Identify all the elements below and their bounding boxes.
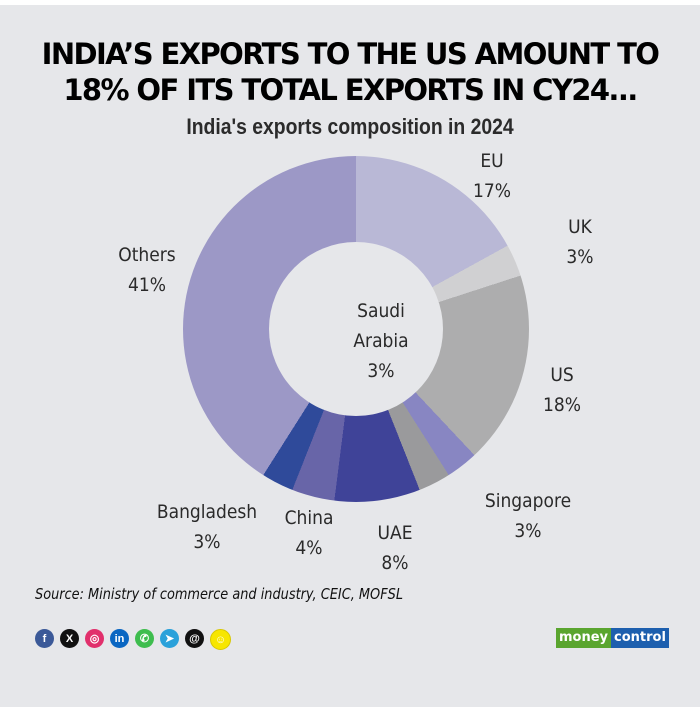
label-saudi-arabia: Saudi Arabia 3%: [341, 296, 422, 386]
chart-title: India's exports composition in 2024: [186, 114, 514, 139]
snapchat-icon[interactable]: ☺: [210, 629, 231, 650]
source-note: Source: Ministry of commerce and industr…: [35, 585, 404, 603]
label-singapore-name: Singapore: [484, 490, 572, 512]
donut-hole: [269, 242, 443, 416]
label-uk: UK 3%: [553, 212, 607, 272]
moneycontrol-logo[interactable]: money control: [556, 628, 669, 648]
threads-icon[interactable]: @: [185, 629, 204, 648]
label-saudi-name-2: Arabia: [353, 330, 409, 352]
label-bangladesh-name: Bangladesh: [156, 501, 258, 523]
label-us-name: US: [550, 364, 574, 386]
linkedin-icon[interactable]: in: [110, 629, 129, 648]
label-uk-pct: 3%: [566, 246, 594, 268]
label-singapore: Singapore 3%: [474, 486, 582, 546]
telegram-icon[interactable]: ➤: [160, 629, 179, 648]
label-others-pct: 41%: [127, 274, 166, 296]
label-us: US 18%: [535, 360, 589, 420]
social-share-bar: f X ◎ in ✆ ➤ @ ☺: [35, 629, 231, 650]
label-uae: UAE 8%: [368, 518, 422, 578]
label-others: Others 41%: [107, 240, 188, 300]
label-others-name: Others: [118, 244, 176, 266]
facebook-icon[interactable]: f: [35, 629, 54, 648]
label-uk-name: UK: [568, 216, 592, 238]
x-icon[interactable]: X: [60, 629, 79, 648]
label-singapore-pct: 3%: [514, 520, 542, 542]
logo-control: control: [611, 628, 669, 648]
label-bangladesh-pct: 3%: [193, 531, 221, 553]
headline: INDIA’S EXPORTS TO THE US AMOUNT TO 18% …: [0, 36, 700, 108]
whatsapp-icon[interactable]: ✆: [135, 629, 154, 648]
label-eu-name: EU: [480, 150, 504, 172]
label-eu: EU 17%: [465, 146, 519, 206]
headline-line-1: INDIA’S EXPORTS TO THE US AMOUNT TO: [41, 37, 660, 71]
label-bangladesh: Bangladesh 3%: [149, 497, 266, 557]
label-china-name: China: [284, 507, 334, 529]
label-us-pct: 18%: [542, 394, 581, 416]
label-saudi-name-1: Saudi: [357, 300, 405, 322]
label-saudi-pct: 3%: [367, 360, 395, 382]
label-china-pct: 4%: [295, 537, 323, 559]
label-china: China 4%: [277, 503, 342, 563]
label-eu-pct: 17%: [472, 180, 511, 202]
instagram-icon[interactable]: ◎: [85, 629, 104, 648]
label-uae-pct: 8%: [381, 552, 409, 574]
logo-money: money: [556, 628, 612, 648]
label-uae-name: UAE: [377, 522, 413, 544]
headline-line-2: 18% OF ITS TOTAL EXPORTS IN CY24...: [63, 73, 638, 107]
